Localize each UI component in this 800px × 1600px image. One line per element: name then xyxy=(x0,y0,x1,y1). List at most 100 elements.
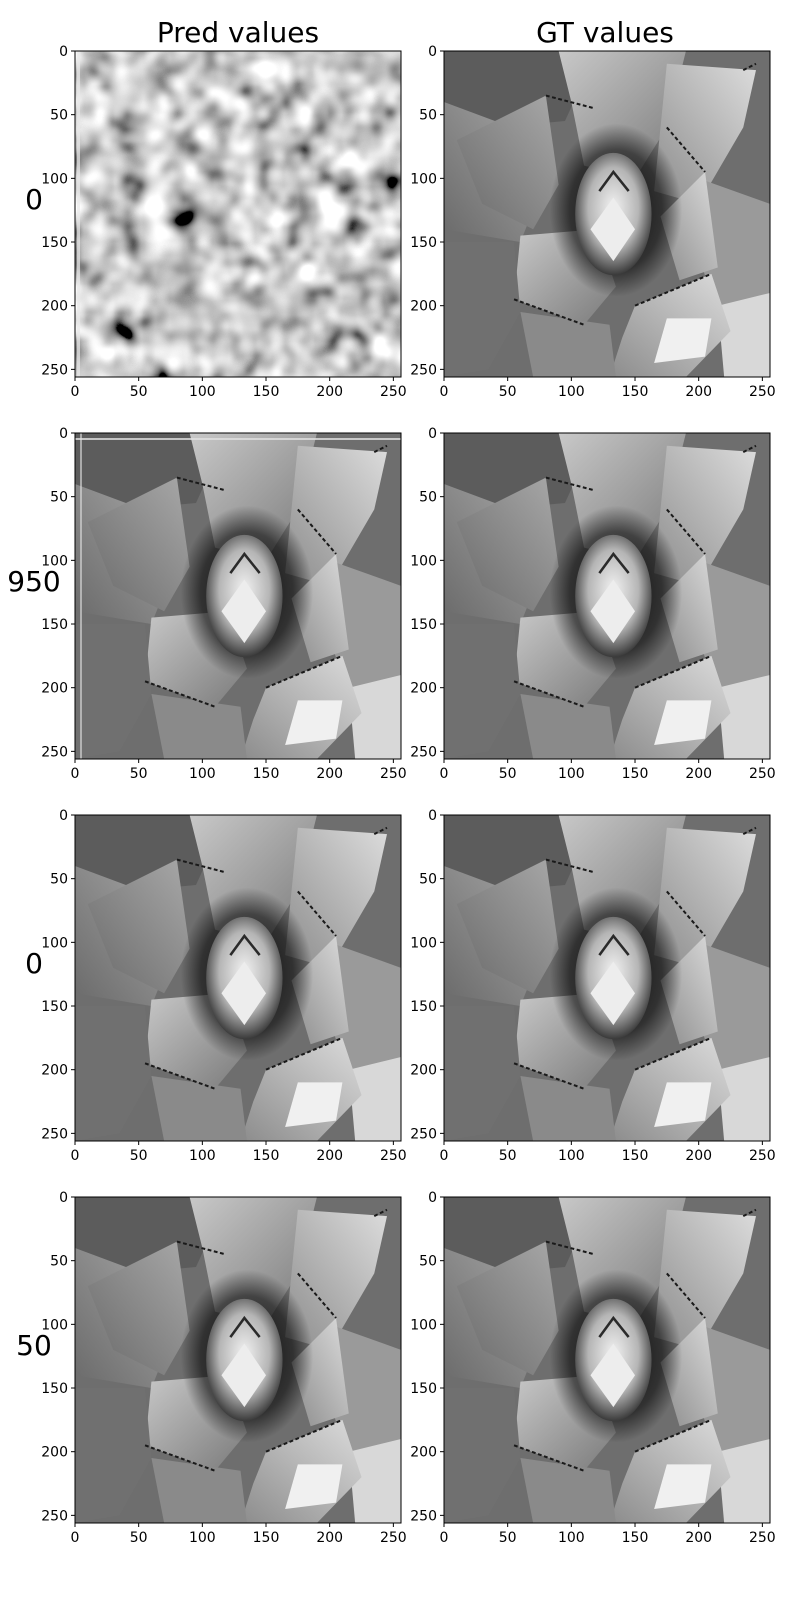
panel-image xyxy=(444,51,770,377)
x-tick-label: 100 xyxy=(558,766,585,782)
x-tick-label: 250 xyxy=(380,384,407,400)
y-tick-label: 150 xyxy=(41,1381,68,1397)
y-tick-label: 100 xyxy=(410,1317,437,1333)
y-tick-label: 0 xyxy=(428,808,437,824)
y-tick-label: 250 xyxy=(410,362,437,378)
y-tick-label: 200 xyxy=(41,1063,68,1079)
y-tick-label: 50 xyxy=(419,490,437,506)
x-tick-label: 200 xyxy=(685,1148,712,1164)
panel-image xyxy=(75,433,401,759)
y-tick-label: 100 xyxy=(41,935,68,951)
x-tick-label: 250 xyxy=(749,1530,776,1546)
panel-image xyxy=(444,1197,770,1523)
x-tick-label: 0 xyxy=(440,384,449,400)
y-tick-label: 100 xyxy=(410,171,437,187)
y-tick-label: 250 xyxy=(41,362,68,378)
x-tick-label: 250 xyxy=(749,1148,776,1164)
y-tick-label: 50 xyxy=(419,108,437,124)
y-tick-label: 250 xyxy=(410,1126,437,1142)
x-tick-label: 50 xyxy=(130,1148,148,1164)
y-tick-label: 200 xyxy=(410,1445,437,1461)
y-tick-label: 0 xyxy=(59,44,68,60)
panel-image xyxy=(75,51,401,377)
y-tick-label: 50 xyxy=(50,1254,68,1270)
x-tick-label: 100 xyxy=(189,384,216,400)
y-tick-label: 150 xyxy=(410,235,437,251)
y-tick-label: 200 xyxy=(41,1445,68,1461)
x-tick-label: 200 xyxy=(316,1148,343,1164)
panel-image xyxy=(444,815,770,1141)
x-tick-label: 100 xyxy=(558,1148,585,1164)
y-tick-label: 150 xyxy=(41,617,68,633)
x-tick-label: 200 xyxy=(685,766,712,782)
y-tick-label: 50 xyxy=(419,872,437,888)
x-tick-label: 0 xyxy=(440,1530,449,1546)
y-tick-label: 200 xyxy=(410,299,437,315)
y-tick-label: 50 xyxy=(50,872,68,888)
x-tick-label: 100 xyxy=(189,1530,216,1546)
y-tick-label: 200 xyxy=(410,1063,437,1079)
x-tick-label: 100 xyxy=(558,1530,585,1546)
col-title-gt: GT values xyxy=(536,16,674,49)
x-tick-label: 50 xyxy=(499,1530,517,1546)
y-tick-label: 200 xyxy=(41,299,68,315)
row-label-1: 950 xyxy=(7,565,60,598)
y-tick-label: 0 xyxy=(428,44,437,60)
y-tick-label: 100 xyxy=(41,553,68,569)
col-title-pred: Pred values xyxy=(157,16,319,49)
y-tick-label: 150 xyxy=(410,999,437,1015)
y-tick-label: 200 xyxy=(410,681,437,697)
x-tick-label: 200 xyxy=(685,384,712,400)
x-tick-label: 200 xyxy=(316,1530,343,1546)
y-tick-label: 50 xyxy=(50,108,68,124)
x-tick-label: 200 xyxy=(685,1530,712,1546)
x-tick-label: 150 xyxy=(622,1530,649,1546)
y-tick-label: 150 xyxy=(41,999,68,1015)
x-tick-label: 250 xyxy=(749,384,776,400)
y-tick-label: 0 xyxy=(428,1190,437,1206)
x-tick-label: 0 xyxy=(71,766,80,782)
y-tick-label: 100 xyxy=(41,171,68,187)
x-tick-label: 250 xyxy=(380,1530,407,1546)
x-tick-label: 50 xyxy=(499,766,517,782)
x-tick-label: 0 xyxy=(440,1148,449,1164)
y-tick-label: 250 xyxy=(41,1508,68,1524)
y-tick-label: 150 xyxy=(410,1381,437,1397)
y-tick-label: 0 xyxy=(59,426,68,442)
x-tick-label: 0 xyxy=(71,1148,80,1164)
row-label-0: 0 xyxy=(25,183,43,216)
x-tick-label: 150 xyxy=(622,1148,649,1164)
y-tick-label: 100 xyxy=(410,935,437,951)
y-tick-label: 100 xyxy=(41,1317,68,1333)
x-tick-label: 0 xyxy=(71,384,80,400)
x-tick-label: 100 xyxy=(189,766,216,782)
x-tick-label: 150 xyxy=(253,384,280,400)
x-tick-label: 150 xyxy=(253,1530,280,1546)
panel-image xyxy=(444,433,770,759)
y-tick-label: 150 xyxy=(41,235,68,251)
row-label-2: 0 xyxy=(25,947,43,980)
y-tick-label: 0 xyxy=(428,426,437,442)
y-tick-label: 250 xyxy=(410,1508,437,1524)
x-tick-label: 50 xyxy=(499,384,517,400)
y-tick-label: 250 xyxy=(41,1126,68,1142)
y-tick-label: 200 xyxy=(41,681,68,697)
x-tick-label: 150 xyxy=(622,384,649,400)
y-tick-label: 0 xyxy=(59,1190,68,1206)
y-tick-label: 0 xyxy=(59,808,68,824)
y-tick-label: 250 xyxy=(410,744,437,760)
x-tick-label: 50 xyxy=(130,1530,148,1546)
y-tick-label: 50 xyxy=(50,490,68,506)
x-tick-label: 100 xyxy=(189,1148,216,1164)
y-tick-label: 50 xyxy=(419,1254,437,1270)
x-tick-label: 200 xyxy=(316,766,343,782)
x-tick-label: 100 xyxy=(558,384,585,400)
